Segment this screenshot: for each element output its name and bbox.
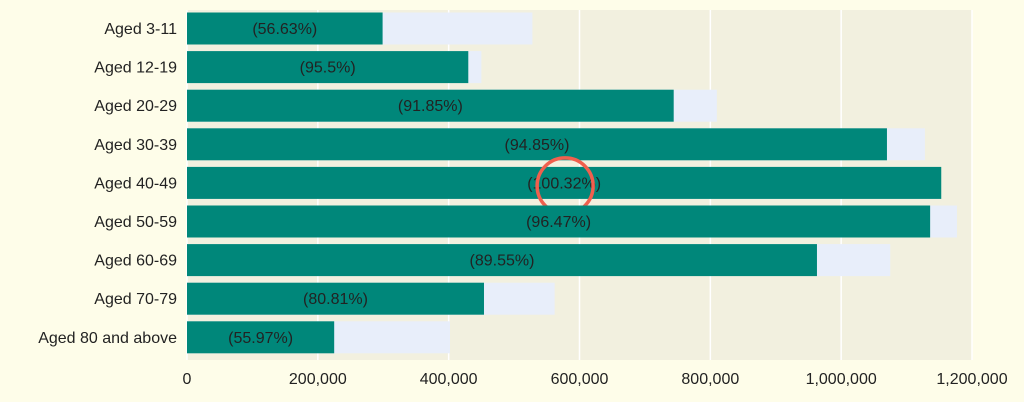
data-label: (94.85%) <box>505 137 570 154</box>
bar-value <box>187 321 335 354</box>
x-tick-label: 600,000 <box>551 371 609 388</box>
category-label: Aged 20-29 <box>94 98 177 115</box>
data-label: (91.85%) <box>398 98 463 115</box>
category-label: Aged 60-69 <box>94 253 177 270</box>
bar-value <box>187 12 383 45</box>
category-label: Aged 50-59 <box>94 214 177 231</box>
x-tick-label: 200,000 <box>289 371 347 388</box>
x-tick-label: 400,000 <box>420 371 478 388</box>
bar-value <box>187 51 469 84</box>
bar-value <box>187 205 931 238</box>
category-label: Aged 3-11 <box>104 21 177 38</box>
category-label: Aged 40-49 <box>94 175 177 192</box>
x-tick-label: 1,000,000 <box>806 371 877 388</box>
bar-value <box>187 244 817 277</box>
bar-value <box>187 89 674 122</box>
category-label: Aged 70-79 <box>94 291 177 308</box>
bar-value <box>187 128 887 161</box>
x-tick-label: 1,200,000 <box>936 371 1007 388</box>
bar-value <box>187 166 942 199</box>
category-label: Aged 80 and above <box>38 330 177 347</box>
x-tick-label: 800,000 <box>681 371 739 388</box>
data-label: (80.81%) <box>303 291 368 308</box>
data-label: (96.47%) <box>526 214 591 231</box>
x-tick-label: 0 <box>183 371 192 388</box>
data-label: (56.63%) <box>252 21 317 38</box>
data-label: (89.55%) <box>470 253 535 270</box>
data-label: (95.5%) <box>300 60 356 77</box>
data-label: (55.97%) <box>228 330 293 347</box>
data-label: (100.32%) <box>527 175 601 192</box>
bar-value <box>187 282 484 315</box>
category-label: Aged 30-39 <box>94 137 177 154</box>
category-label: Aged 12-19 <box>94 60 177 77</box>
